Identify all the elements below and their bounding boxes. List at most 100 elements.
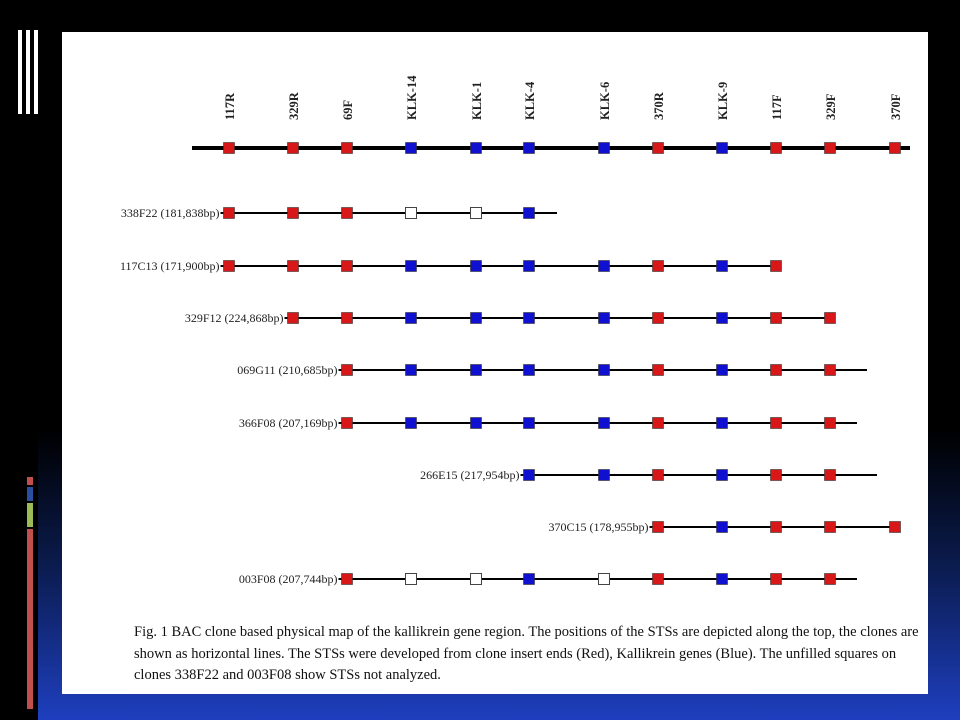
clone-label: 003F08 (207,744bp) [239, 572, 338, 586]
sts-marker [716, 573, 728, 585]
accent-red-bar [27, 529, 33, 709]
sts-label: 117R [223, 92, 237, 120]
sts-marker [770, 260, 782, 272]
sts-marker [652, 142, 664, 154]
sts-marker [824, 417, 836, 429]
accent-green-block [27, 503, 33, 527]
sts-marker [223, 260, 235, 272]
sts-marker [716, 469, 728, 481]
sts-label: KLK-1 [470, 82, 484, 120]
sts-marker [652, 521, 664, 533]
sts-label: 329R [287, 91, 301, 120]
sts-marker [341, 312, 353, 324]
sts-marker [470, 364, 482, 376]
sts-marker [405, 364, 417, 376]
unanalyzed-marker [405, 207, 417, 219]
sts-label: KLK-4 [523, 81, 537, 120]
sts-marker [824, 469, 836, 481]
accent-red-block [27, 477, 33, 485]
sts-marker [824, 573, 836, 585]
accent-blue-block [27, 487, 33, 501]
sts-marker [824, 364, 836, 376]
sts-label: KLK-9 [716, 82, 730, 120]
sts-marker [523, 573, 535, 585]
sts-marker [652, 364, 664, 376]
sts-marker [652, 260, 664, 272]
sts-marker [770, 142, 782, 154]
physical-map-diagram: 117R 329R 69F KLK-14 KLK-1 KLK-4 KLK-6 370R KLK-… [120, 75, 910, 586]
sts-marker [770, 573, 782, 585]
sts-marker [341, 364, 353, 376]
sts-marker [523, 469, 535, 481]
sts-marker [824, 142, 836, 154]
unanalyzed-marker [470, 573, 482, 585]
sts-marker [223, 142, 235, 154]
clone-label: 266E15 (217,954bp) [420, 468, 519, 482]
unanalyzed-marker [405, 573, 417, 585]
sts-marker [770, 469, 782, 481]
decorative-bar [26, 30, 30, 114]
sts-marker [598, 312, 610, 324]
sts-label: 370R [652, 91, 666, 120]
sts-marker [770, 312, 782, 324]
sts-label: 329F [824, 93, 838, 120]
sts-marker [341, 207, 353, 219]
sts-label: 69F [341, 100, 355, 121]
sts-marker [652, 469, 664, 481]
sts-marker [598, 364, 610, 376]
sts-marker [716, 260, 728, 272]
sts-marker [770, 521, 782, 533]
sts-marker [405, 260, 417, 272]
sts-marker [287, 260, 299, 272]
sts-marker [889, 521, 901, 533]
sts-marker [523, 364, 535, 376]
sts-marker [716, 312, 728, 324]
sts-marker [598, 142, 610, 154]
figure-panel: 117R 329R 69F KLK-14 KLK-1 KLK-4 KLK-6 370R KLK-… [62, 32, 928, 694]
sts-marker [523, 207, 535, 219]
sts-marker [405, 142, 417, 154]
clone-label: 117C13 (171,900bp) [120, 259, 220, 273]
sts-marker [824, 312, 836, 324]
sts-marker [341, 573, 353, 585]
sts-marker [405, 312, 417, 324]
sts-marker [652, 573, 664, 585]
figure-caption: Fig. 1 BAC clone based physical map of t… [134, 624, 919, 683]
clone-label: 338F22 (181,838bp) [121, 206, 220, 220]
decorative-bar [18, 30, 22, 114]
decorative-bar [34, 30, 38, 114]
sts-marker [470, 142, 482, 154]
sts-marker [341, 260, 353, 272]
sts-marker [523, 312, 535, 324]
sts-marker [716, 417, 728, 429]
sts-marker [770, 417, 782, 429]
sts-label: KLK-14 [405, 75, 419, 120]
sts-marker [598, 469, 610, 481]
sts-marker [716, 521, 728, 533]
sts-label: KLK-6 [598, 82, 612, 120]
clone-label: 329F12 (224,868bp) [185, 311, 284, 325]
sts-marker [716, 142, 728, 154]
sts-marker [889, 142, 901, 154]
unanalyzed-marker [598, 573, 610, 585]
sts-marker [824, 521, 836, 533]
sts-marker [716, 364, 728, 376]
sts-label: 117F [770, 94, 784, 120]
sts-marker [652, 312, 664, 324]
sts-marker [470, 312, 482, 324]
sts-marker [341, 417, 353, 429]
sts-marker [652, 417, 664, 429]
sts-marker [770, 364, 782, 376]
sts-marker [287, 207, 299, 219]
sts-marker [470, 417, 482, 429]
sts-marker [287, 142, 299, 154]
sts-marker [341, 142, 353, 154]
sts-marker [287, 312, 299, 324]
sts-marker [523, 260, 535, 272]
sts-marker [470, 260, 482, 272]
sts-marker [598, 417, 610, 429]
sts-marker [405, 417, 417, 429]
clone-label: 069G11 (210,685bp) [237, 363, 337, 377]
unanalyzed-marker [470, 207, 482, 219]
sts-label: 370F [889, 93, 903, 120]
